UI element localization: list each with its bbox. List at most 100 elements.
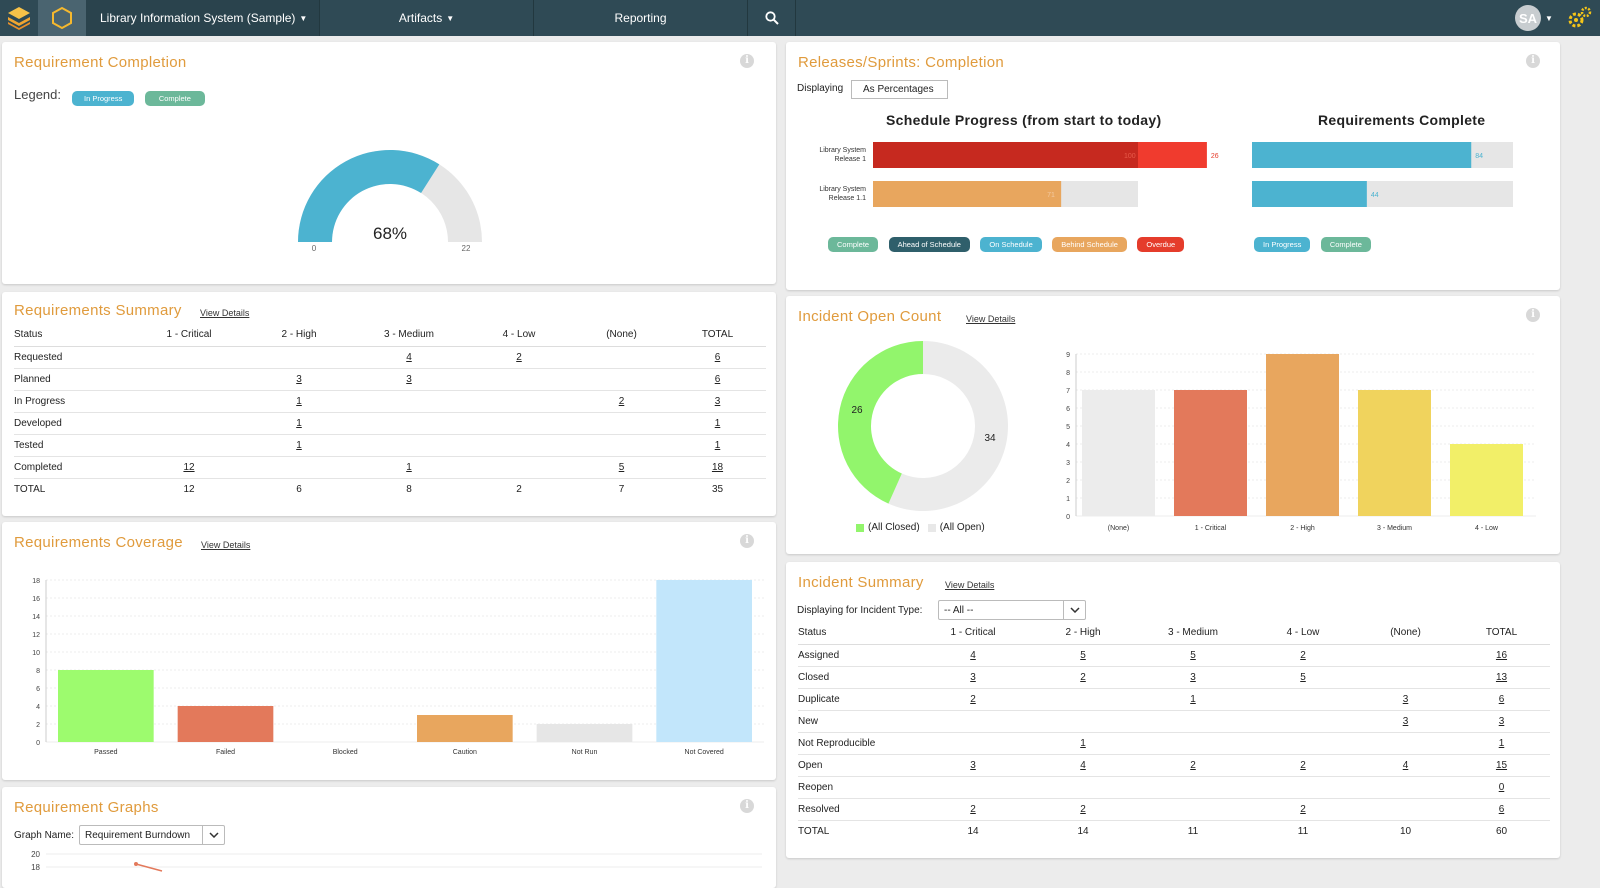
- info-icon[interactable]: i: [740, 534, 754, 548]
- table-cell[interactable]: 1: [244, 434, 354, 457]
- table-cell[interactable]: 1: [1028, 732, 1138, 755]
- overdue-bar[interactable]: [1138, 142, 1207, 168]
- table-cell[interactable]: 2: [574, 390, 669, 413]
- table-cell[interactable]: 1: [354, 456, 464, 479]
- row-label: Not Reproducible: [798, 732, 918, 755]
- table-cell[interactable]: 1: [244, 412, 354, 435]
- table-cell[interactable]: 3: [1138, 666, 1248, 689]
- schedule-bar[interactable]: [873, 142, 1138, 168]
- row-label: Completed: [14, 456, 134, 479]
- table-cell[interactable]: 2: [1028, 798, 1138, 821]
- nav-spacer: [796, 0, 1508, 36]
- table-cell[interactable]: 2: [1028, 666, 1138, 689]
- incident-bar[interactable]: [1266, 354, 1339, 516]
- gear-icon[interactable]: [1560, 0, 1600, 36]
- table-cell[interactable]: 6: [1453, 798, 1550, 821]
- coverage-bar[interactable]: [177, 706, 274, 742]
- table-cell[interactable]: 5: [1248, 666, 1358, 689]
- table-cell[interactable]: 3: [1453, 710, 1550, 733]
- chevron-down-icon: [1063, 601, 1085, 619]
- info-icon[interactable]: i: [1526, 308, 1540, 322]
- table-cell[interactable]: 3: [354, 368, 464, 391]
- table-cell[interactable]: 3: [669, 390, 766, 413]
- info-icon[interactable]: i: [1526, 54, 1540, 68]
- reporting-menu[interactable]: Reporting: [534, 0, 748, 36]
- table-cell[interactable]: 6: [1453, 688, 1550, 711]
- table-cell[interactable]: 3: [244, 368, 354, 391]
- coverage-bar[interactable]: [417, 715, 513, 742]
- table-row: Duplicate 2 1 3 6: [798, 688, 1550, 711]
- graph-name-dropdown[interactable]: Requirement Burndown: [79, 825, 225, 845]
- view-details-link[interactable]: View Details: [200, 308, 250, 318]
- table-cell[interactable]: 4: [918, 644, 1028, 667]
- incident-bar[interactable]: [1082, 390, 1155, 516]
- info-icon[interactable]: i: [740, 799, 754, 813]
- table-cell[interactable]: 4: [1028, 754, 1138, 777]
- column-header: 4 - Low: [1248, 622, 1358, 645]
- donut-open-slice[interactable]: [888, 341, 1008, 511]
- table-cell[interactable]: 3: [1358, 710, 1453, 733]
- table-cell[interactable]: 3: [1358, 688, 1453, 711]
- table-cell: [1138, 776, 1248, 799]
- table-cell[interactable]: 6: [669, 368, 766, 391]
- table-cell[interactable]: 1: [1453, 732, 1550, 755]
- table-cell[interactable]: 15: [1453, 754, 1550, 777]
- display-mode-selector[interactable]: As Percentages: [851, 80, 948, 99]
- table-cell: 11: [1138, 819, 1248, 842]
- table-cell[interactable]: 1: [244, 390, 354, 413]
- table-cell[interactable]: 2: [1248, 798, 1358, 821]
- donut-closed-slice[interactable]: [838, 341, 923, 504]
- table-cell[interactable]: 4: [1358, 754, 1453, 777]
- table-cell[interactable]: 6: [669, 346, 766, 369]
- table-cell[interactable]: 3: [918, 754, 1028, 777]
- hexagon-menu-icon[interactable]: [38, 0, 86, 36]
- table-cell[interactable]: 3: [918, 666, 1028, 689]
- table-cell[interactable]: 2: [1248, 754, 1358, 777]
- table-cell[interactable]: 0: [1453, 776, 1550, 799]
- legend-open: (All Open): [939, 522, 985, 533]
- table-cell[interactable]: 2: [1138, 754, 1248, 777]
- project-selector[interactable]: Library Information System (Sample) ▼: [86, 0, 320, 36]
- table-cell[interactable]: 5: [1028, 644, 1138, 667]
- chevron-down-icon: ▼: [1545, 13, 1553, 23]
- table-cell[interactable]: 1: [669, 434, 766, 457]
- schedule-bar[interactable]: [873, 181, 1062, 207]
- column-header: 1 - Critical: [134, 324, 244, 347]
- panel-title: Requirements Summary: [14, 302, 182, 319]
- table-cell[interactable]: 4: [354, 346, 464, 369]
- search-icon[interactable]: [748, 0, 796, 36]
- table-cell[interactable]: 1: [1138, 688, 1248, 711]
- table-cell[interactable]: 18: [669, 456, 766, 479]
- info-icon[interactable]: i: [740, 54, 754, 68]
- view-details-link[interactable]: View Details: [945, 580, 995, 590]
- table-cell[interactable]: 2: [1248, 644, 1358, 667]
- table-cell: [464, 390, 574, 413]
- view-details-link[interactable]: View Details: [201, 540, 251, 550]
- table-cell[interactable]: 5: [1138, 644, 1248, 667]
- table-cell: [1028, 710, 1138, 733]
- app-logo-icon[interactable]: [0, 0, 38, 36]
- table-cell[interactable]: 2: [464, 346, 574, 369]
- coverage-bar[interactable]: [58, 670, 154, 742]
- view-details-link[interactable]: View Details: [966, 314, 1016, 324]
- table-cell[interactable]: 16: [1453, 644, 1550, 667]
- requirements-bar[interactable]: [1252, 142, 1472, 168]
- incident-bar[interactable]: [1450, 444, 1523, 516]
- table-cell[interactable]: 1: [669, 412, 766, 435]
- incident-bar[interactable]: [1174, 390, 1247, 516]
- table-cell[interactable]: 2: [918, 688, 1028, 711]
- y-tick-label: 6: [1066, 406, 1070, 413]
- requirements-bar[interactable]: [1252, 181, 1367, 207]
- legend-ahead-of-schedule: Ahead of Schedule: [888, 237, 970, 252]
- coverage-bar[interactable]: [536, 724, 633, 742]
- table-cell[interactable]: 12: [134, 456, 244, 479]
- table-cell[interactable]: 2: [918, 798, 1028, 821]
- x-tick-label: 3 - Medium: [1377, 525, 1412, 532]
- incident-bar[interactable]: [1358, 390, 1431, 516]
- coverage-bar[interactable]: [656, 580, 752, 742]
- artifacts-menu[interactable]: Artifacts ▼: [320, 0, 534, 36]
- table-cell[interactable]: 13: [1453, 666, 1550, 689]
- user-menu[interactable]: SA ▼: [1508, 0, 1560, 36]
- table-cell[interactable]: 5: [574, 456, 669, 479]
- incident-type-dropdown[interactable]: -- All --: [938, 600, 1086, 620]
